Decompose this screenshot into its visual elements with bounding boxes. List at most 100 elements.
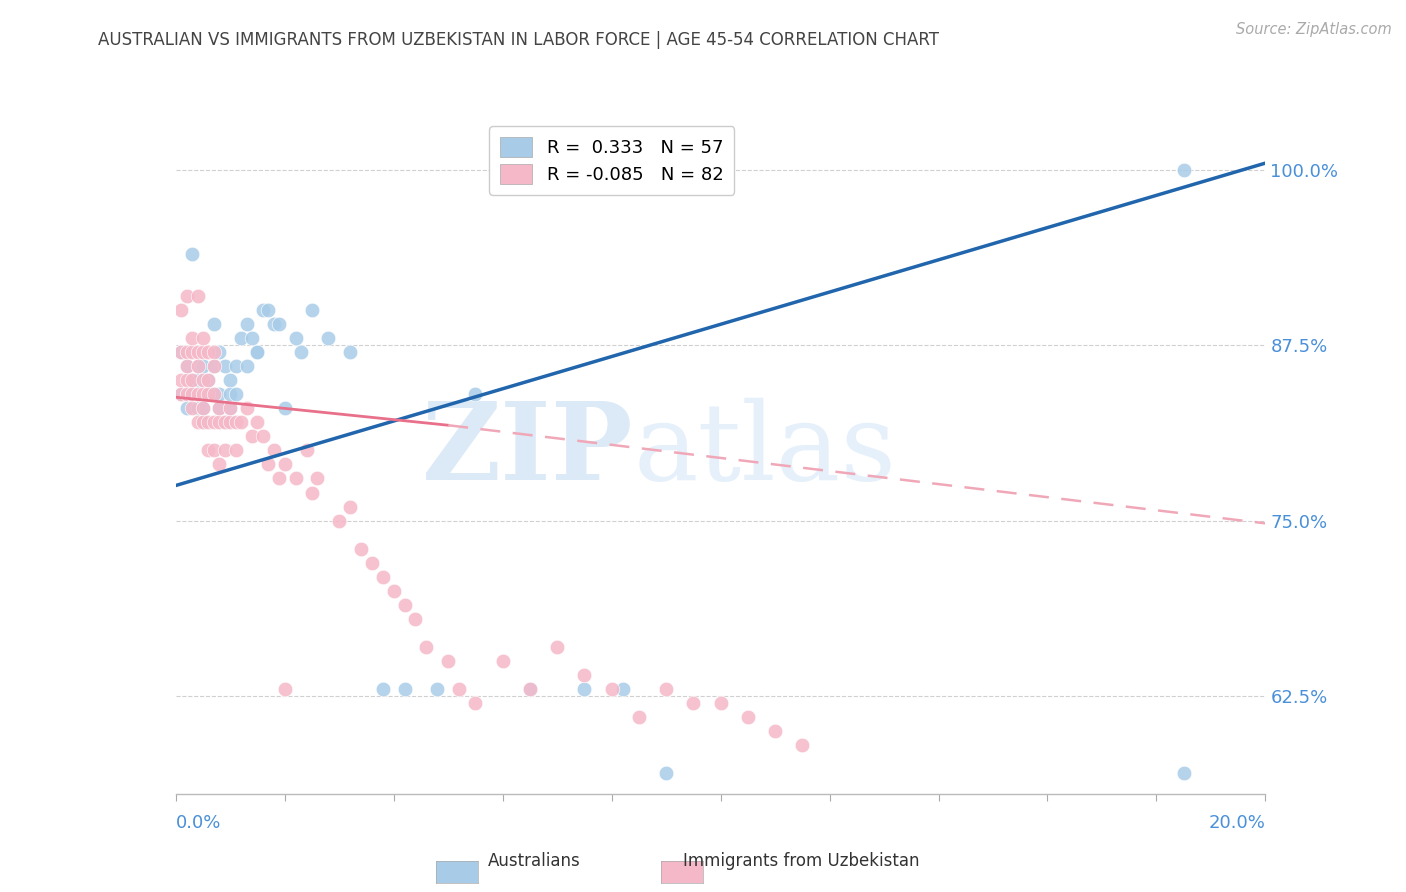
Point — [176, 359, 198, 374]
Point — [371, 681, 394, 696]
Point — [202, 443, 225, 458]
Point — [447, 681, 470, 696]
Point — [328, 514, 350, 528]
Point — [197, 373, 219, 387]
Point — [176, 387, 198, 401]
Point — [219, 401, 242, 416]
Point — [225, 359, 247, 374]
Point — [202, 345, 225, 359]
Point — [202, 359, 225, 374]
Point — [219, 416, 242, 430]
Point — [186, 289, 209, 303]
Point — [191, 401, 214, 416]
Point — [246, 345, 269, 359]
Point — [405, 612, 427, 626]
Point — [186, 416, 209, 430]
Point — [181, 345, 204, 359]
Point — [574, 681, 596, 696]
Point — [186, 373, 209, 387]
Text: Australians: Australians — [488, 852, 581, 870]
Point — [655, 681, 678, 696]
Point — [214, 416, 236, 430]
Point — [191, 416, 214, 430]
Point — [240, 331, 263, 345]
Point — [191, 359, 214, 374]
Point — [186, 359, 209, 374]
Point — [170, 387, 193, 401]
Point — [415, 640, 437, 654]
Point — [231, 416, 253, 430]
Point — [225, 443, 247, 458]
Point — [208, 401, 231, 416]
Point — [170, 387, 193, 401]
Point — [202, 359, 225, 374]
Point — [208, 401, 231, 416]
Point — [219, 387, 242, 401]
Point — [197, 387, 219, 401]
Point — [339, 345, 361, 359]
Point — [737, 710, 759, 724]
Point — [246, 345, 269, 359]
Point — [191, 387, 214, 401]
Text: Source: ZipAtlas.com: Source: ZipAtlas.com — [1236, 22, 1392, 37]
Point — [197, 387, 219, 401]
Point — [1173, 163, 1195, 178]
Text: AUSTRALIAN VS IMMIGRANTS FROM UZBEKISTAN IN LABOR FORCE | AGE 45-54 CORRELATION : AUSTRALIAN VS IMMIGRANTS FROM UZBEKISTAN… — [98, 31, 939, 49]
Point — [219, 373, 242, 387]
Point — [792, 738, 814, 752]
Point — [176, 289, 198, 303]
Point — [214, 443, 236, 458]
Point — [263, 318, 285, 332]
Point — [339, 500, 361, 514]
Point — [612, 681, 634, 696]
Point — [186, 345, 209, 359]
Point — [437, 654, 460, 668]
Point — [763, 723, 786, 738]
Point — [426, 681, 449, 696]
Point — [181, 401, 204, 416]
Point — [394, 598, 416, 612]
Point — [710, 696, 733, 710]
Point — [202, 416, 225, 430]
Point — [307, 471, 329, 485]
Point — [176, 387, 198, 401]
Point — [176, 359, 198, 374]
Point — [176, 373, 198, 387]
Point — [214, 416, 236, 430]
Point — [170, 345, 193, 359]
Point — [181, 387, 204, 401]
Point — [181, 373, 204, 387]
Text: 20.0%: 20.0% — [1209, 814, 1265, 832]
Text: Immigrants from Uzbekistan: Immigrants from Uzbekistan — [683, 852, 920, 870]
Point — [574, 667, 596, 681]
Point — [394, 681, 416, 696]
Point — [655, 765, 678, 780]
Point — [202, 387, 225, 401]
Point — [202, 318, 225, 332]
Point — [191, 345, 214, 359]
Text: ZIP: ZIP — [422, 398, 633, 503]
Point — [197, 345, 219, 359]
Point — [181, 387, 204, 401]
Legend: R =  0.333   N = 57, R = -0.085   N = 82: R = 0.333 N = 57, R = -0.085 N = 82 — [489, 127, 734, 195]
Point — [191, 373, 214, 387]
Point — [208, 416, 231, 430]
Point — [246, 416, 269, 430]
Point — [382, 583, 405, 598]
Point — [181, 247, 204, 261]
Point — [202, 387, 225, 401]
Point — [546, 640, 568, 654]
Point — [284, 331, 307, 345]
Point — [284, 471, 307, 485]
Point — [186, 359, 209, 374]
Point — [208, 345, 231, 359]
Point — [318, 331, 340, 345]
Point — [225, 387, 247, 401]
Point — [1173, 765, 1195, 780]
Point — [191, 416, 214, 430]
Point — [274, 681, 297, 696]
Point — [627, 710, 650, 724]
Point — [176, 401, 198, 416]
Point — [257, 303, 280, 318]
Point — [191, 331, 214, 345]
